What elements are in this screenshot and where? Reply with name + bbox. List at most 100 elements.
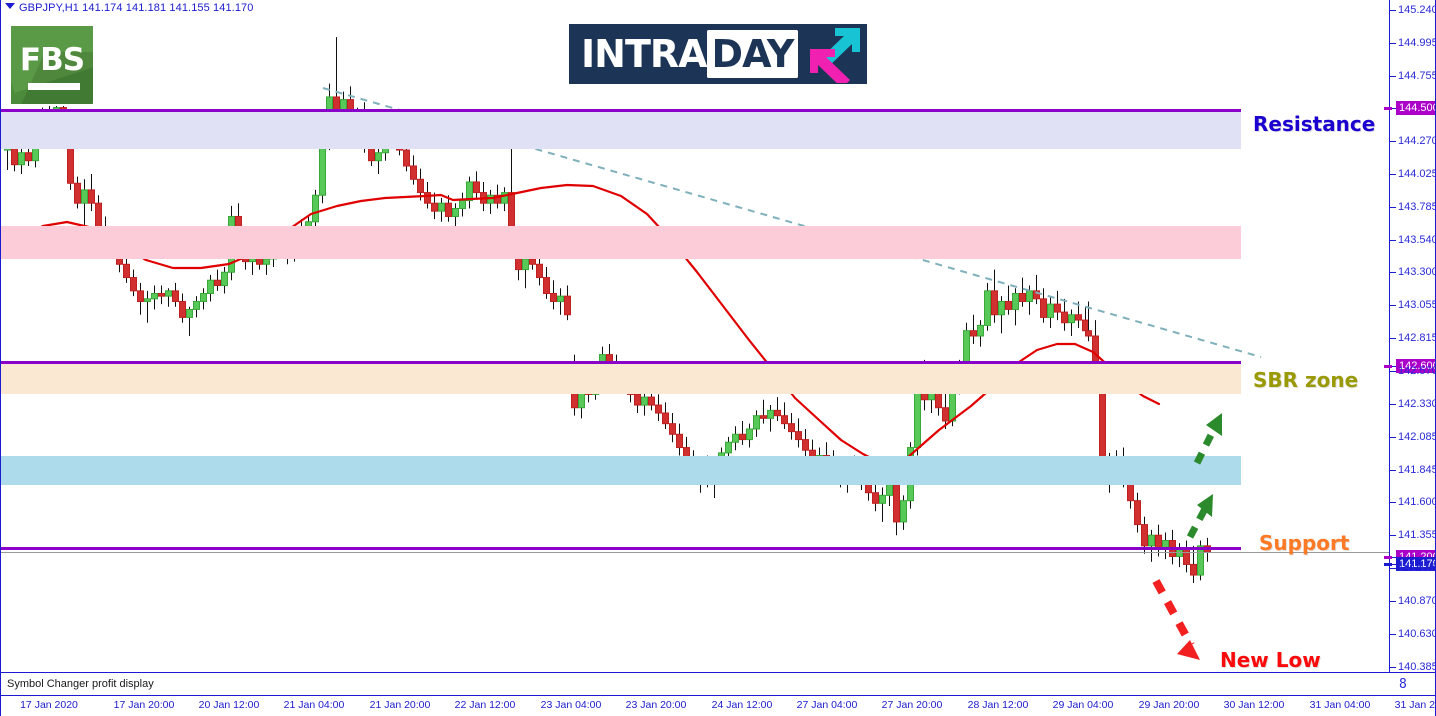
resistance-zone: [1, 110, 1241, 149]
candle: [1005, 285, 1012, 315]
time-label: 23 Jan 04:00: [540, 699, 602, 711]
candle: [739, 420, 746, 445]
time-label: 21 Jan 04:00: [283, 699, 345, 711]
candle: [1054, 290, 1061, 321]
status-text: Symbol Changer profit display: [7, 678, 154, 690]
time-label: 17 Jan 20:00: [113, 699, 175, 711]
candle: [172, 282, 179, 307]
candle: [452, 203, 459, 228]
price-tick: [1390, 141, 1396, 142]
time-label: 27 Jan 20:00: [881, 699, 943, 711]
candle: [543, 266, 550, 299]
resistance-line: [1, 108, 1241, 112]
candle: [501, 187, 508, 212]
bullish-arrow-upper-icon: [1193, 413, 1222, 465]
price-tick: [1390, 43, 1396, 44]
time-label: 30 Jan 12:00: [1223, 699, 1285, 711]
price-marker: [1384, 365, 1392, 368]
price-label: 143.055: [1398, 299, 1436, 311]
time-axis[interactable]: 17 Jan 2020 17 Jan 20:00 20 Jan 12:00 21 Ja…: [1, 696, 1435, 716]
candle: [550, 280, 557, 310]
price-marker: [1384, 107, 1392, 110]
price-tick: [1390, 76, 1396, 77]
fbs-logo-text: FBS: [19, 42, 85, 78]
price-plot-area[interactable]: FBS INTRA DAY Resistance SBR zone Support…: [1, 0, 1389, 672]
candle: [970, 314, 977, 344]
candle: [942, 389, 949, 429]
time-label: 29 Jan 04:00: [1052, 699, 1114, 711]
candle: [74, 176, 81, 209]
fbs-logo: FBS: [9, 24, 95, 106]
status-bar: Symbol Changer profit display: [1, 672, 1435, 696]
candle: [130, 269, 137, 297]
price-label: 144.025: [1398, 168, 1436, 180]
candle: [81, 179, 88, 228]
candle: [1047, 296, 1054, 329]
candle: [781, 402, 788, 429]
price-tick: [1390, 667, 1396, 668]
price-label: 141.355: [1398, 529, 1436, 541]
price-label: 142.330: [1398, 398, 1436, 410]
candle: [641, 391, 648, 416]
price-label-highlight: 144.500: [1396, 101, 1435, 115]
symbol-quote-text: GBPJPY,H1 141.174 141.181 141.155 141.17…: [19, 2, 254, 14]
fbs-logo-bar: [28, 83, 80, 90]
candle: [774, 397, 781, 421]
candle: [151, 285, 158, 310]
candle: [137, 282, 144, 315]
candle: [1040, 288, 1047, 323]
candle: [144, 290, 151, 323]
time-label: 20 Jan 12:00: [198, 699, 260, 711]
price-marker: [1384, 556, 1392, 559]
candle: [207, 274, 214, 302]
candle: [221, 266, 228, 294]
price-label: 144.270: [1398, 135, 1436, 147]
price-tick: [1390, 557, 1396, 558]
candle: [473, 171, 480, 198]
sbr-line: [1, 361, 1241, 365]
candle: [655, 394, 662, 421]
intraday-logo: INTRA DAY: [569, 24, 867, 84]
time-label: 22 Jan 12:00: [454, 699, 516, 711]
price-axis[interactable]: 145.240 144.995 144.755 144.500 144.270 144.0…: [1384, 0, 1436, 673]
time-label: 24 Jan 12:00: [711, 699, 773, 711]
annotation-new-low: New Low: [1220, 648, 1321, 672]
candle: [557, 288, 564, 315]
candle: [760, 399, 767, 424]
price-label: 140.630: [1398, 628, 1436, 640]
price-label-highlight: 142.600: [1396, 359, 1435, 373]
candle: [522, 253, 529, 289]
price-tick: [1390, 404, 1396, 405]
candle: [1019, 277, 1026, 307]
price-label: 141.600: [1398, 496, 1436, 508]
time-label: 21 Jan 20:00: [369, 699, 431, 711]
time-label: 31 Jan 04:00: [1309, 699, 1371, 711]
price-tick: [1390, 108, 1396, 109]
candle: [662, 402, 669, 429]
chevron-down-icon[interactable]: [5, 3, 15, 9]
candle: [802, 428, 809, 459]
bearish-arrow-icon: [1152, 579, 1200, 660]
time-label: 17 Jan 2020: [20, 699, 78, 711]
price-tick: [1390, 174, 1396, 175]
candle: [158, 285, 165, 305]
candle: [746, 423, 753, 448]
candle: [795, 418, 802, 448]
candle: [438, 197, 445, 222]
price-tick: [1390, 305, 1396, 306]
price-label: 142.570: [1398, 365, 1436, 377]
price-label: 141.115: [1398, 562, 1436, 574]
price-tick: [1390, 240, 1396, 241]
price-label: 143.540: [1398, 234, 1436, 246]
price-tick: [1390, 470, 1396, 471]
candle: [1134, 492, 1141, 533]
price-tick: [1390, 207, 1396, 208]
candle: [984, 282, 991, 331]
price-tick: [1390, 502, 1396, 503]
symbol-quote-line[interactable]: GBPJPY,H1 141.174 141.181 141.155 141.17…: [5, 2, 253, 14]
current-price: [1, 551, 1389, 553]
time-label: 31 Jan 20:00: [1394, 699, 1435, 711]
scroll-indicator-icon[interactable]: 8: [1399, 677, 1407, 692]
candle: [1033, 274, 1040, 305]
